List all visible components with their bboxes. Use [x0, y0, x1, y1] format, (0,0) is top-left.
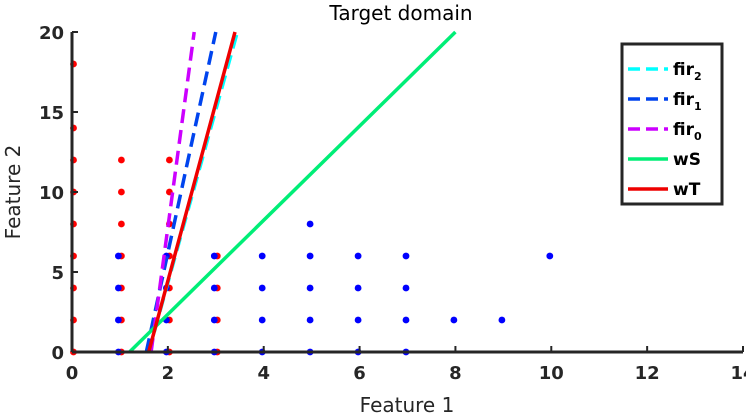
legend-label-4: wT [673, 180, 701, 200]
scatter-point-1-11 [210, 252, 218, 260]
x-tick-label-4: 8 [449, 363, 462, 384]
y-ticks: 0 5 10 15 20 [39, 23, 78, 364]
y-tick-label-1: 5 [51, 263, 64, 284]
scatter-point-1-19 [306, 252, 314, 260]
y-tick-label-3: 15 [39, 103, 64, 124]
scatter-point-1-31 [546, 252, 554, 260]
y-tick-label-0: 0 [51, 343, 64, 364]
scatter-point-1-24 [354, 252, 362, 260]
scatter-point-1-26 [402, 316, 410, 324]
scatter-point-1-17 [306, 316, 314, 324]
scatter-point-1-15 [258, 252, 266, 260]
scatter-point-0-22 [166, 156, 173, 164]
scatter-point-1-27 [402, 284, 410, 292]
x-ticks: 0 2 4 6 8 10 12 14 [66, 346, 746, 384]
scatter-point-1-22 [354, 316, 362, 324]
series-line-3 [128, 30, 457, 354]
scatter-point-0-15 [118, 156, 125, 164]
x-tick-label-2: 4 [257, 363, 270, 384]
chart-title: Target domain [328, 1, 472, 25]
scatter-point-1-18 [306, 284, 314, 292]
legend-label-3: wS [673, 150, 701, 170]
scatter-point-1-23 [354, 284, 362, 292]
y-tick-label-2: 10 [39, 183, 64, 204]
y-axis-label: Feature 2 [1, 145, 25, 240]
scatter-layer [70, 60, 554, 356]
scatter-point-1-28 [402, 252, 410, 260]
scatter-point-1-1 [115, 316, 122, 324]
scatter-point-1-3 [115, 252, 122, 260]
x-tick-label-5: 10 [539, 363, 564, 384]
legend-label-sub-1: 1 [694, 100, 702, 113]
scatter-point-0-14 [118, 188, 125, 196]
series-line-2 [149, 31, 196, 353]
x-tick-label-0: 0 [66, 363, 79, 384]
scatter-point-1-14 [258, 284, 266, 292]
scatter-point-1-2 [115, 284, 122, 292]
x-tick-label-6: 12 [635, 363, 660, 384]
x-tick-label-1: 2 [162, 363, 175, 384]
x-tick-label-7: 14 [730, 363, 746, 384]
y-tick-label-4: 20 [39, 23, 64, 44]
scatter-point-1-9 [210, 316, 218, 324]
scatter-point-1-29 [450, 316, 458, 324]
legend-label-sub-2: 0 [694, 130, 702, 143]
lines-layer [128, 30, 457, 354]
scatter-point-1-10 [210, 284, 218, 292]
x-tick-label-3: 6 [353, 363, 366, 384]
scatter-point-1-30 [498, 316, 506, 324]
scatter-point-1-13 [258, 316, 266, 324]
scatter-point-0-13 [118, 220, 125, 228]
scatter-point-1-20 [306, 220, 314, 228]
legend-label-sub-0: 2 [694, 70, 702, 83]
series-line-4 [147, 31, 237, 353]
x-axis-label: Feature 1 [360, 393, 455, 415]
